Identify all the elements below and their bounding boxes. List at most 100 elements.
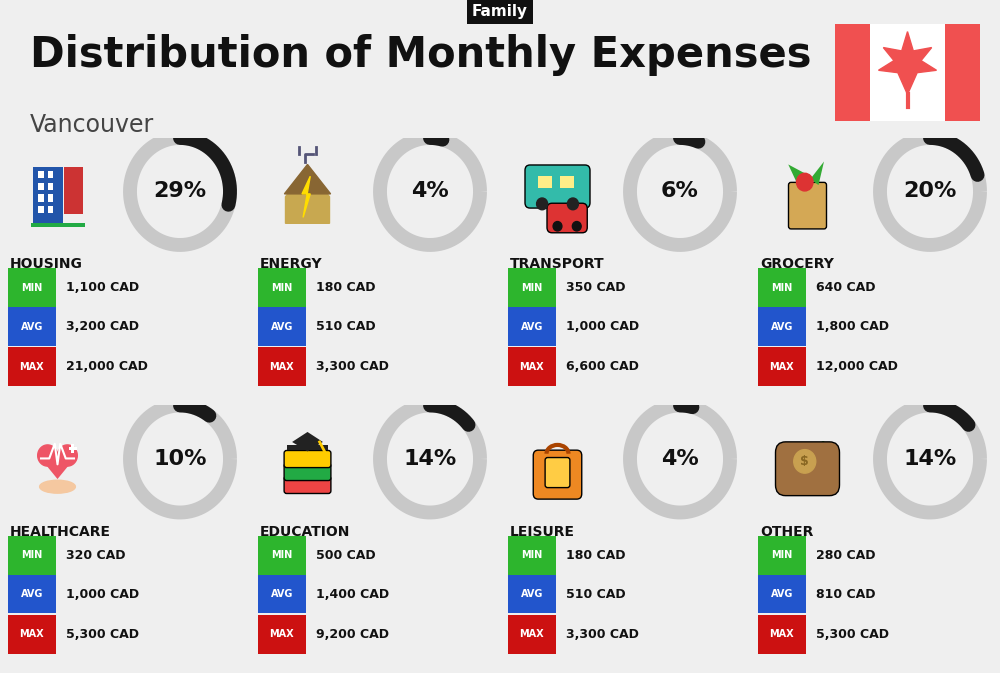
FancyBboxPatch shape bbox=[258, 575, 306, 614]
Polygon shape bbox=[38, 456, 77, 479]
FancyBboxPatch shape bbox=[545, 458, 570, 488]
Text: 12,000 CAD: 12,000 CAD bbox=[816, 360, 898, 374]
Circle shape bbox=[553, 221, 562, 231]
FancyBboxPatch shape bbox=[284, 476, 331, 493]
FancyBboxPatch shape bbox=[758, 575, 806, 614]
FancyBboxPatch shape bbox=[258, 347, 306, 386]
Text: 1,800 CAD: 1,800 CAD bbox=[816, 320, 889, 333]
Text: 4%: 4% bbox=[661, 449, 699, 469]
Circle shape bbox=[567, 198, 578, 210]
FancyBboxPatch shape bbox=[508, 307, 556, 346]
FancyBboxPatch shape bbox=[8, 615, 56, 653]
Text: 510 CAD: 510 CAD bbox=[316, 320, 376, 333]
Bar bbox=[287, 445, 328, 450]
Text: AVG: AVG bbox=[521, 589, 543, 599]
Text: HOUSING: HOUSING bbox=[10, 257, 83, 271]
Text: MIN: MIN bbox=[21, 551, 42, 561]
FancyBboxPatch shape bbox=[284, 450, 331, 468]
Bar bbox=[560, 176, 574, 188]
FancyBboxPatch shape bbox=[258, 269, 306, 307]
Text: MIN: MIN bbox=[271, 551, 292, 561]
Text: MIN: MIN bbox=[521, 283, 542, 293]
Text: ENERGY: ENERGY bbox=[260, 257, 323, 271]
FancyBboxPatch shape bbox=[8, 575, 56, 614]
Text: MIN: MIN bbox=[521, 551, 542, 561]
Polygon shape bbox=[286, 168, 330, 223]
Bar bbox=[68, 447, 77, 450]
Bar bbox=[48, 206, 53, 213]
FancyBboxPatch shape bbox=[8, 269, 56, 307]
FancyBboxPatch shape bbox=[508, 575, 556, 614]
Polygon shape bbox=[788, 164, 805, 182]
Text: 510 CAD: 510 CAD bbox=[566, 588, 626, 600]
Bar bbox=[835, 24, 870, 121]
Text: AVG: AVG bbox=[21, 589, 43, 599]
FancyBboxPatch shape bbox=[533, 450, 582, 499]
Text: 500 CAD: 500 CAD bbox=[316, 548, 376, 562]
Text: 20%: 20% bbox=[903, 182, 957, 201]
Polygon shape bbox=[292, 432, 323, 452]
Text: $: $ bbox=[800, 455, 809, 468]
FancyBboxPatch shape bbox=[758, 269, 806, 307]
Text: 14%: 14% bbox=[903, 449, 957, 469]
Polygon shape bbox=[58, 445, 77, 466]
Text: 21,000 CAD: 21,000 CAD bbox=[66, 360, 148, 374]
Text: 6,600 CAD: 6,600 CAD bbox=[566, 360, 639, 374]
Text: MAX: MAX bbox=[520, 629, 544, 639]
Text: 1,000 CAD: 1,000 CAD bbox=[566, 320, 639, 333]
Polygon shape bbox=[302, 176, 310, 217]
Bar bbox=[38, 182, 44, 190]
FancyBboxPatch shape bbox=[508, 347, 556, 386]
FancyBboxPatch shape bbox=[758, 536, 806, 575]
Text: EDUCATION: EDUCATION bbox=[260, 524, 350, 538]
FancyBboxPatch shape bbox=[258, 615, 306, 653]
FancyBboxPatch shape bbox=[758, 615, 806, 653]
Bar bbox=[33, 168, 63, 226]
FancyBboxPatch shape bbox=[758, 307, 806, 346]
FancyBboxPatch shape bbox=[788, 182, 826, 229]
FancyBboxPatch shape bbox=[8, 347, 56, 386]
Text: AVG: AVG bbox=[771, 589, 793, 599]
Text: 3,300 CAD: 3,300 CAD bbox=[566, 628, 639, 641]
Text: 6%: 6% bbox=[661, 182, 699, 201]
Bar bbox=[64, 168, 83, 215]
Text: 10%: 10% bbox=[153, 449, 207, 469]
FancyBboxPatch shape bbox=[8, 536, 56, 575]
FancyBboxPatch shape bbox=[258, 536, 306, 575]
Circle shape bbox=[796, 173, 813, 191]
Text: MIN: MIN bbox=[771, 283, 792, 293]
FancyBboxPatch shape bbox=[525, 165, 590, 208]
Text: MAX: MAX bbox=[270, 361, 294, 371]
Text: 180 CAD: 180 CAD bbox=[566, 548, 626, 562]
Text: AVG: AVG bbox=[271, 322, 293, 332]
Text: Distribution of Monthly Expenses: Distribution of Monthly Expenses bbox=[30, 34, 812, 77]
Text: MAX: MAX bbox=[20, 629, 44, 639]
FancyBboxPatch shape bbox=[776, 442, 840, 495]
FancyBboxPatch shape bbox=[258, 307, 306, 346]
Bar bbox=[48, 182, 53, 190]
Text: 320 CAD: 320 CAD bbox=[66, 548, 126, 562]
Text: 350 CAD: 350 CAD bbox=[566, 281, 626, 294]
Text: MAX: MAX bbox=[770, 361, 794, 371]
Bar bbox=[38, 206, 44, 213]
Bar bbox=[71, 444, 74, 452]
Text: GROCERY: GROCERY bbox=[760, 257, 834, 271]
Text: 810 CAD: 810 CAD bbox=[816, 588, 876, 600]
Text: AVG: AVG bbox=[271, 589, 293, 599]
Text: 5,300 CAD: 5,300 CAD bbox=[66, 628, 139, 641]
Polygon shape bbox=[38, 445, 58, 466]
Bar bbox=[31, 223, 85, 227]
Circle shape bbox=[572, 221, 581, 231]
Text: AVG: AVG bbox=[521, 322, 543, 332]
Text: 1,400 CAD: 1,400 CAD bbox=[316, 588, 389, 600]
FancyBboxPatch shape bbox=[508, 536, 556, 575]
Polygon shape bbox=[284, 164, 331, 194]
Bar bbox=[48, 171, 53, 178]
FancyBboxPatch shape bbox=[284, 464, 331, 481]
Text: MIN: MIN bbox=[771, 551, 792, 561]
Circle shape bbox=[537, 198, 548, 210]
Text: 9,200 CAD: 9,200 CAD bbox=[316, 628, 389, 641]
Ellipse shape bbox=[40, 481, 75, 493]
Text: MAX: MAX bbox=[20, 361, 44, 371]
Text: MAX: MAX bbox=[270, 629, 294, 639]
